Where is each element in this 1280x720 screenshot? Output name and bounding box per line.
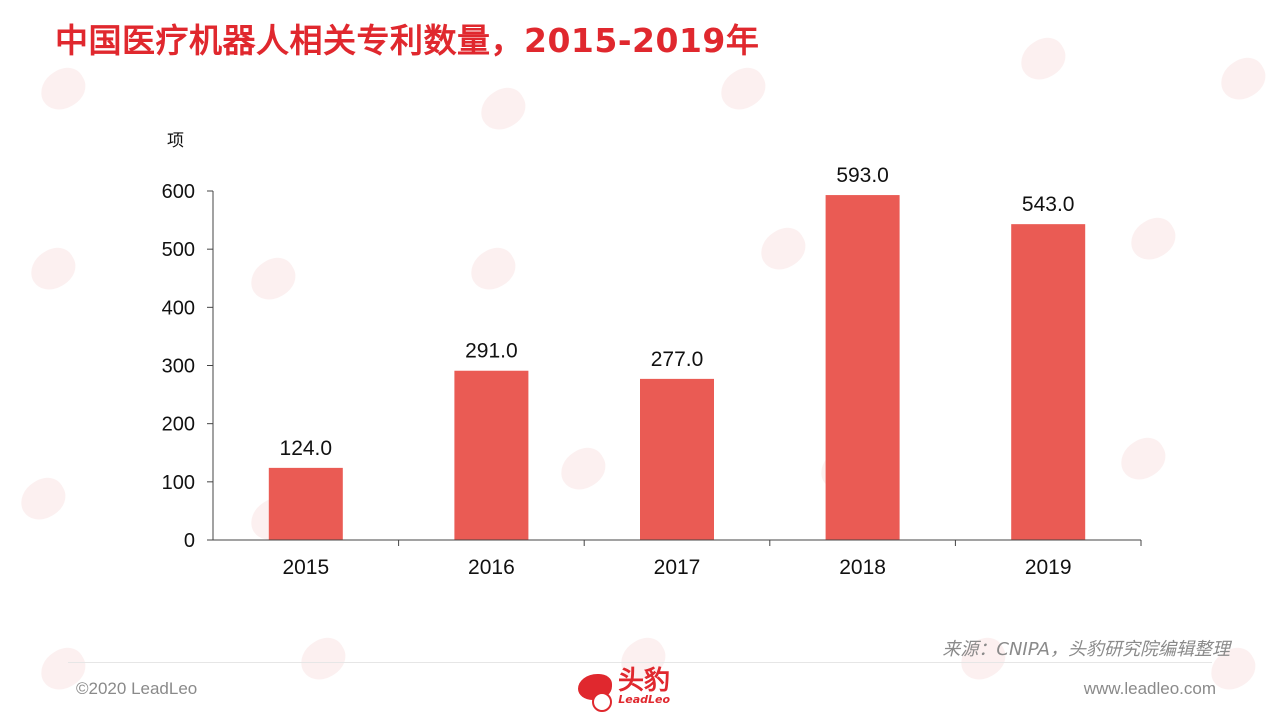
y-tick-label-300: 300 <box>162 356 195 378</box>
labels-group: 124.0 2015 291.0 2016 277.0 2017 593.0 2018 543.… <box>162 164 1075 579</box>
source-note: 来源：CNIPA，头豹研究院编辑整理 <box>942 639 1230 660</box>
copyright-text: ©2020 LeadLeo <box>76 679 198 698</box>
data-label-2016: 291.0 <box>465 340 518 363</box>
y-tick-label-100: 100 <box>162 472 195 494</box>
logo-cn-text: 头豹 <box>618 666 671 696</box>
bar-2016 <box>454 370 529 540</box>
y-tick-label-0: 0 <box>184 530 195 552</box>
footer-divider <box>68 662 1212 663</box>
page-title: 中国医疗机器人相关专利数量，2015-2019年 <box>55 21 760 60</box>
website-link[interactable]: www.leadleo.com <box>1083 679 1216 698</box>
data-label-2015: 124.0 <box>280 437 333 460</box>
x-tick-label-2017: 2017 <box>654 556 701 579</box>
data-label-2019: 543.0 <box>1022 193 1075 216</box>
leopard-icon <box>578 672 612 712</box>
y-tick-label-600: 600 <box>162 181 195 203</box>
y-axis-unit: 项 <box>167 131 184 151</box>
x-tick-label-2018: 2018 <box>839 556 886 579</box>
data-label-2017: 277.0 <box>651 348 704 371</box>
axes-group <box>207 190 1142 546</box>
bar-2018 <box>825 195 900 541</box>
y-tick-label-200: 200 <box>162 414 195 436</box>
y-tick-label-400: 400 <box>162 297 195 319</box>
y-tick-label-500: 500 <box>162 239 195 261</box>
bar-2015 <box>268 467 343 540</box>
bar-2019 <box>1011 224 1086 540</box>
bars-group <box>268 195 1086 541</box>
bar-2017 <box>640 378 714 540</box>
logo-en-text: LeadLeo <box>618 693 671 706</box>
x-tick-label-2016: 2016 <box>468 556 515 579</box>
data-label-2018: 593.0 <box>836 164 889 187</box>
x-tick-label-2015: 2015 <box>282 556 329 579</box>
leadleo-logo: 头豹 LeadLeo <box>578 666 671 712</box>
x-tick-label-2019: 2019 <box>1025 556 1072 579</box>
